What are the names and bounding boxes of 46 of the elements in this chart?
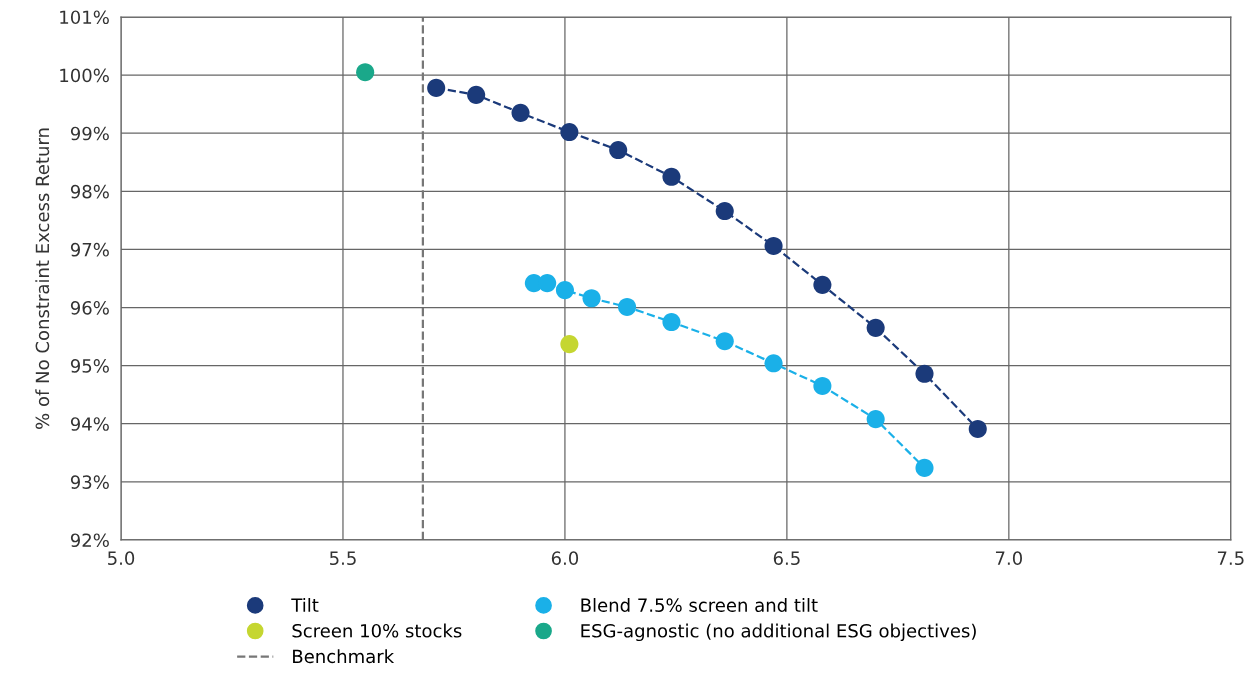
y-tick-label: 95% (70, 359, 109, 373)
point (715, 202, 734, 221)
point (582, 289, 601, 308)
point (968, 419, 987, 439)
y-tick-label: 92% (70, 533, 109, 548)
y-tick-label: 97% (70, 242, 109, 257)
x-tick-label: 5.0 (108, 551, 135, 566)
y-tick-label: 101% (60, 10, 109, 25)
legend-label: Tilt (291, 598, 319, 612)
point (356, 63, 375, 82)
point (813, 376, 832, 396)
y-axis-title: % of No Constraint Excess Return (35, 128, 50, 429)
legend-label: Blend 7.5% screen and tilt (581, 598, 818, 612)
point (560, 122, 579, 142)
point (813, 275, 832, 294)
x-tick-label: 6.5 (773, 551, 800, 566)
point (764, 354, 783, 373)
point (764, 236, 783, 255)
point (555, 281, 574, 300)
point (538, 274, 557, 293)
point (560, 335, 579, 354)
y-tick-label: 96% (70, 300, 109, 315)
x-tick-label: 7.5 (1217, 551, 1244, 566)
point (427, 78, 446, 97)
point (662, 167, 681, 186)
y-tick-label: 98% (70, 184, 109, 199)
x-tick-label: 7.0 (995, 551, 1022, 566)
legend-label: Benchmark (293, 649, 395, 664)
y-tick-label: 94% (70, 417, 109, 431)
point (866, 318, 885, 337)
legend-label: Screen 10% stocks (292, 623, 462, 638)
point (511, 103, 530, 122)
point (915, 364, 934, 383)
legend-label: ESG-agnostic (no additional ESG objectives) (581, 623, 976, 642)
x-tick-label: 6.0 (551, 551, 579, 566)
point (662, 312, 681, 332)
y-tick-label: 100% (60, 68, 109, 83)
point (715, 332, 734, 351)
point (915, 458, 934, 477)
x-tick-label: 5.5 (330, 551, 356, 566)
point (609, 141, 628, 160)
y-tick-label: 99% (70, 126, 109, 141)
y-tick-label: 93% (70, 475, 109, 489)
point (618, 297, 637, 316)
point (467, 85, 486, 104)
point (866, 410, 885, 429)
